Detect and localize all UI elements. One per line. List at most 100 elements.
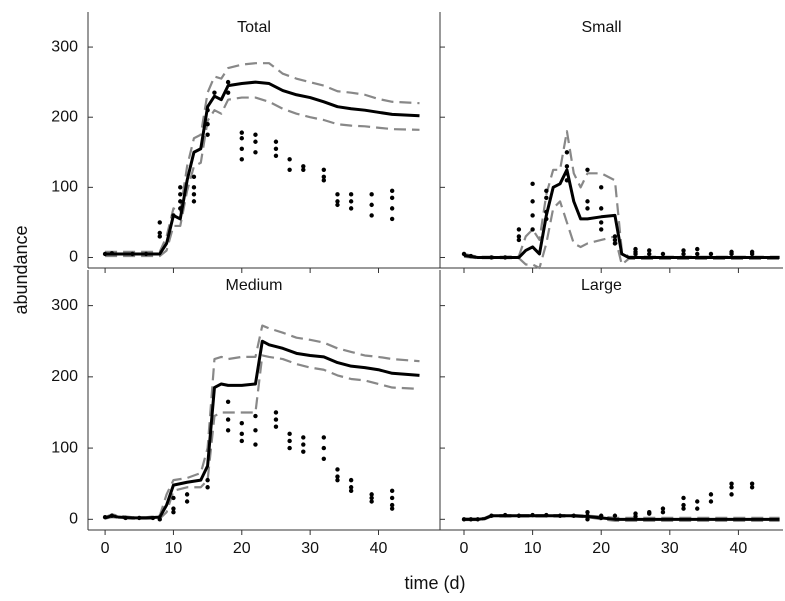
observation xyxy=(184,499,190,504)
observation xyxy=(681,502,686,508)
observation xyxy=(749,485,755,490)
observation xyxy=(253,442,258,447)
observation xyxy=(729,485,734,490)
observation xyxy=(516,227,522,232)
observation xyxy=(369,495,374,501)
y-tick-label: 100 xyxy=(51,179,78,196)
observation xyxy=(157,234,162,239)
observation xyxy=(130,251,135,257)
observation xyxy=(681,248,686,253)
observation xyxy=(321,435,327,440)
y-tick-label: 300 xyxy=(51,297,78,314)
observation xyxy=(273,424,279,429)
observation xyxy=(212,90,217,95)
x-tick-label: 20 xyxy=(592,540,610,557)
x-tick-label: 0 xyxy=(101,540,110,557)
observation xyxy=(749,251,755,257)
observation xyxy=(225,90,231,95)
observation xyxy=(321,456,327,461)
observation xyxy=(516,234,522,239)
observation xyxy=(109,513,115,518)
observation xyxy=(749,481,755,486)
observation xyxy=(647,248,652,253)
observation xyxy=(239,157,244,162)
observation xyxy=(191,174,197,180)
y-tick-label: 0 xyxy=(69,511,78,528)
observation xyxy=(301,435,306,440)
observation xyxy=(205,485,210,490)
observation xyxy=(225,79,231,85)
observation xyxy=(321,174,327,180)
observation xyxy=(564,150,570,155)
observation xyxy=(191,199,197,204)
interval-line xyxy=(463,130,780,258)
observation xyxy=(544,195,549,201)
x-tick-label: 0 xyxy=(460,540,469,557)
observation xyxy=(273,410,279,415)
observation xyxy=(489,513,494,518)
observation xyxy=(369,499,374,504)
observation xyxy=(273,146,279,151)
x-tick-label: 40 xyxy=(730,540,748,557)
observation xyxy=(287,445,292,451)
observation xyxy=(109,251,115,256)
observation xyxy=(571,513,576,518)
observation xyxy=(369,213,374,218)
observation xyxy=(253,139,258,144)
observation xyxy=(389,506,395,511)
observation xyxy=(348,485,354,490)
observation xyxy=(557,513,563,518)
observation xyxy=(564,178,570,183)
observation xyxy=(253,428,258,433)
observation xyxy=(191,185,197,190)
observation xyxy=(695,246,700,252)
observation xyxy=(335,192,340,197)
observation xyxy=(389,488,395,494)
observation xyxy=(468,517,474,522)
observation xyxy=(461,517,467,522)
observation xyxy=(660,251,666,257)
observation xyxy=(178,185,183,190)
observation xyxy=(273,139,279,144)
observation xyxy=(681,506,686,511)
observation xyxy=(253,150,258,155)
observation xyxy=(544,209,549,215)
observation xyxy=(729,251,734,257)
observation xyxy=(708,492,714,497)
observation xyxy=(137,515,142,521)
observation xyxy=(301,164,306,169)
observation xyxy=(530,512,535,518)
observation xyxy=(612,513,618,518)
observation xyxy=(389,188,395,194)
observation xyxy=(301,167,306,173)
observation xyxy=(239,420,244,426)
observation xyxy=(585,167,590,173)
panel: 0 100 200 300 0 10 20 30 40 Medium xyxy=(51,270,440,557)
interval-line xyxy=(105,96,420,258)
observation xyxy=(178,199,183,204)
observation xyxy=(660,509,666,515)
observation xyxy=(253,132,258,137)
observation xyxy=(544,216,549,222)
x-tick-label: 40 xyxy=(370,540,388,557)
observation xyxy=(225,399,231,404)
panel: Small xyxy=(439,12,783,273)
observation xyxy=(647,251,652,257)
observation xyxy=(171,495,176,501)
y-axis-label: abundance xyxy=(11,225,31,314)
observation xyxy=(287,431,292,437)
observation xyxy=(348,192,354,197)
observation xyxy=(335,202,340,208)
mean-line xyxy=(105,80,420,256)
observation xyxy=(191,192,197,197)
x-tick-label: 10 xyxy=(524,540,542,557)
observation xyxy=(612,234,618,239)
observation xyxy=(287,438,292,444)
observation xyxy=(489,255,494,260)
observation xyxy=(225,428,231,433)
observation xyxy=(681,495,686,501)
observation xyxy=(708,251,714,257)
observation xyxy=(599,185,604,190)
observation xyxy=(599,220,604,225)
